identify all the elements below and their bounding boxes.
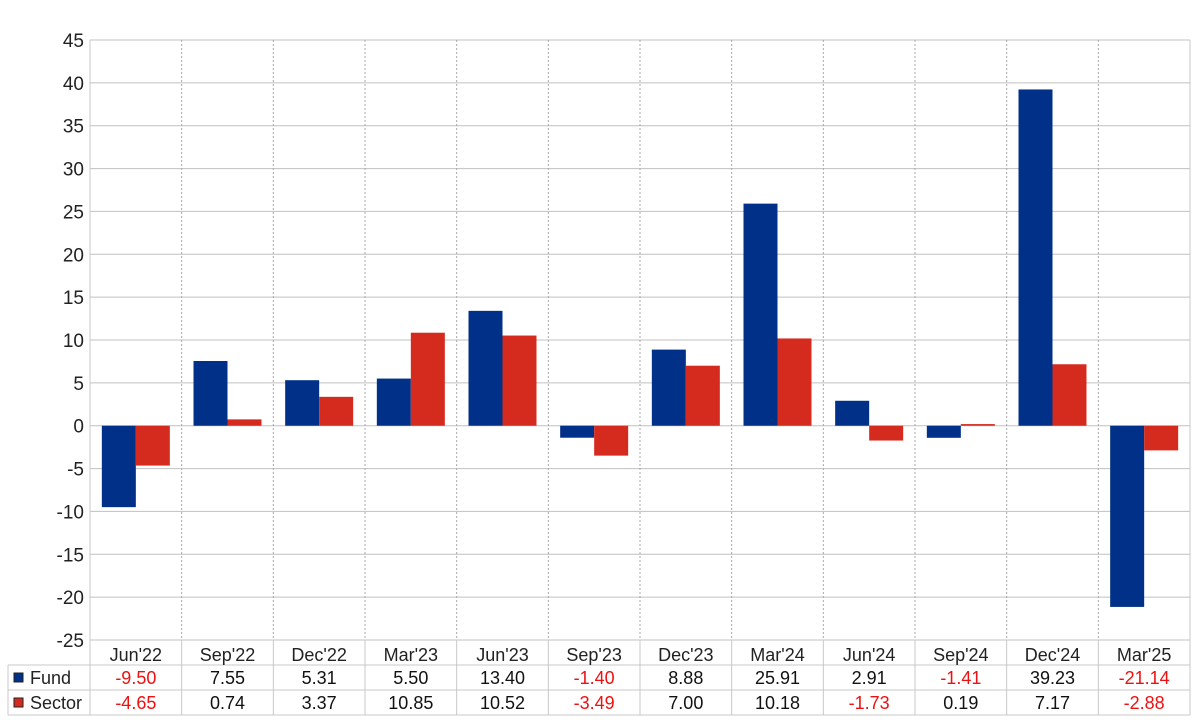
data-label: 5.50 <box>393 668 428 688</box>
data-label: 25.91 <box>755 668 800 688</box>
sector-bar <box>135 425 170 466</box>
fund-bar <box>926 425 961 438</box>
y-tick-label: 45 <box>63 31 84 52</box>
data-label: 7.17 <box>1035 693 1070 713</box>
bars <box>101 89 1179 607</box>
data-label: -1.41 <box>940 668 981 688</box>
data-label: 13.40 <box>480 668 525 688</box>
x-tick-label: Sep'22 <box>200 645 256 665</box>
data-label: -1.40 <box>574 668 615 688</box>
y-tick-label: 15 <box>63 288 84 309</box>
sector-bar <box>1052 364 1087 426</box>
data-label: 2.91 <box>852 668 887 688</box>
data-label: 10.52 <box>480 693 525 713</box>
y-tick-label: 40 <box>63 74 84 95</box>
sector-legend-swatch <box>13 697 24 708</box>
data-label: 7.00 <box>668 693 703 713</box>
x-tick-label: Jun'23 <box>476 645 528 665</box>
y-tick-label: -10 <box>57 502 84 523</box>
y-tick-label: 25 <box>63 202 84 223</box>
data-label: 10.85 <box>388 693 433 713</box>
data-label: -9.50 <box>115 668 156 688</box>
sector-bar <box>594 425 629 456</box>
data-label: -3.49 <box>574 693 615 713</box>
legend-label: Fund <box>30 668 71 688</box>
x-tick-label: Mar'24 <box>750 645 804 665</box>
fund-bar <box>376 378 411 426</box>
data-label: -21.14 <box>1119 668 1170 688</box>
grid <box>89 39 1191 715</box>
data-label: 10.18 <box>755 693 800 713</box>
fund-bar <box>468 310 503 426</box>
sector-bar <box>1144 425 1179 451</box>
sector-bar <box>777 338 812 426</box>
y-tick-label: -20 <box>57 588 84 609</box>
fund-bar <box>651 349 686 426</box>
fund-legend-swatch <box>13 672 24 683</box>
data-label: 0.74 <box>210 693 245 713</box>
y-tick-label: -15 <box>57 545 84 566</box>
y-tick-label: -25 <box>57 631 84 652</box>
sector-bar <box>319 396 354 426</box>
sector-bar <box>227 419 262 426</box>
fund-bar <box>835 400 870 426</box>
x-tick-label: Dec'22 <box>291 645 346 665</box>
fund-bar <box>285 380 320 426</box>
sector-bar <box>869 425 904 441</box>
x-tick-label: Sep'24 <box>933 645 989 665</box>
sector-bar <box>960 424 995 426</box>
data-label: 8.88 <box>668 668 703 688</box>
fund-bar <box>101 425 136 508</box>
y-tick-label: 30 <box>63 160 84 181</box>
x-tick-label: Jun'24 <box>843 645 895 665</box>
x-tick-label: Mar'23 <box>384 645 438 665</box>
y-tick-label: 0 <box>73 417 84 438</box>
x-tick-label: Dec'24 <box>1025 645 1080 665</box>
data-label: 39.23 <box>1030 668 1075 688</box>
data-label: 3.37 <box>302 693 337 713</box>
fund-bar <box>560 425 595 438</box>
x-tick-label: Mar'25 <box>1117 645 1171 665</box>
fund-bar <box>1110 425 1145 607</box>
data-label: -4.65 <box>115 693 156 713</box>
y-tick-label: -5 <box>67 460 84 481</box>
legend-label: Sector <box>30 693 82 713</box>
data-label: 7.55 <box>210 668 245 688</box>
data-label: -2.88 <box>1124 693 1165 713</box>
y-tick-label: 5 <box>73 374 84 395</box>
data-table: Jun'22 Sep'22 Dec'22 Mar'23 Jun'23 Sep'23 Dec'… <box>7 640 1190 716</box>
y-axis-ticks: -25 -20 -15 -10 -5 0 5 10 15 20 25 30 35 40 45 <box>57 31 84 652</box>
sector-bar <box>410 332 445 426</box>
y-tick-label: 35 <box>63 117 84 138</box>
fund-bar <box>193 361 228 426</box>
data-label: 0.19 <box>943 693 978 713</box>
y-tick-label: 10 <box>63 331 84 352</box>
x-tick-label: Sep'23 <box>566 645 622 665</box>
fund-bar <box>743 203 778 426</box>
y-tick-label: 20 <box>63 245 84 266</box>
x-tick-label: Dec'23 <box>658 645 713 665</box>
sector-bar <box>502 335 537 426</box>
sector-bar <box>685 365 720 426</box>
fund-bar <box>1018 89 1053 426</box>
data-label: -1.73 <box>849 693 890 713</box>
x-tick-label: Jun'22 <box>110 645 162 665</box>
data-label: 5.31 <box>302 668 337 688</box>
